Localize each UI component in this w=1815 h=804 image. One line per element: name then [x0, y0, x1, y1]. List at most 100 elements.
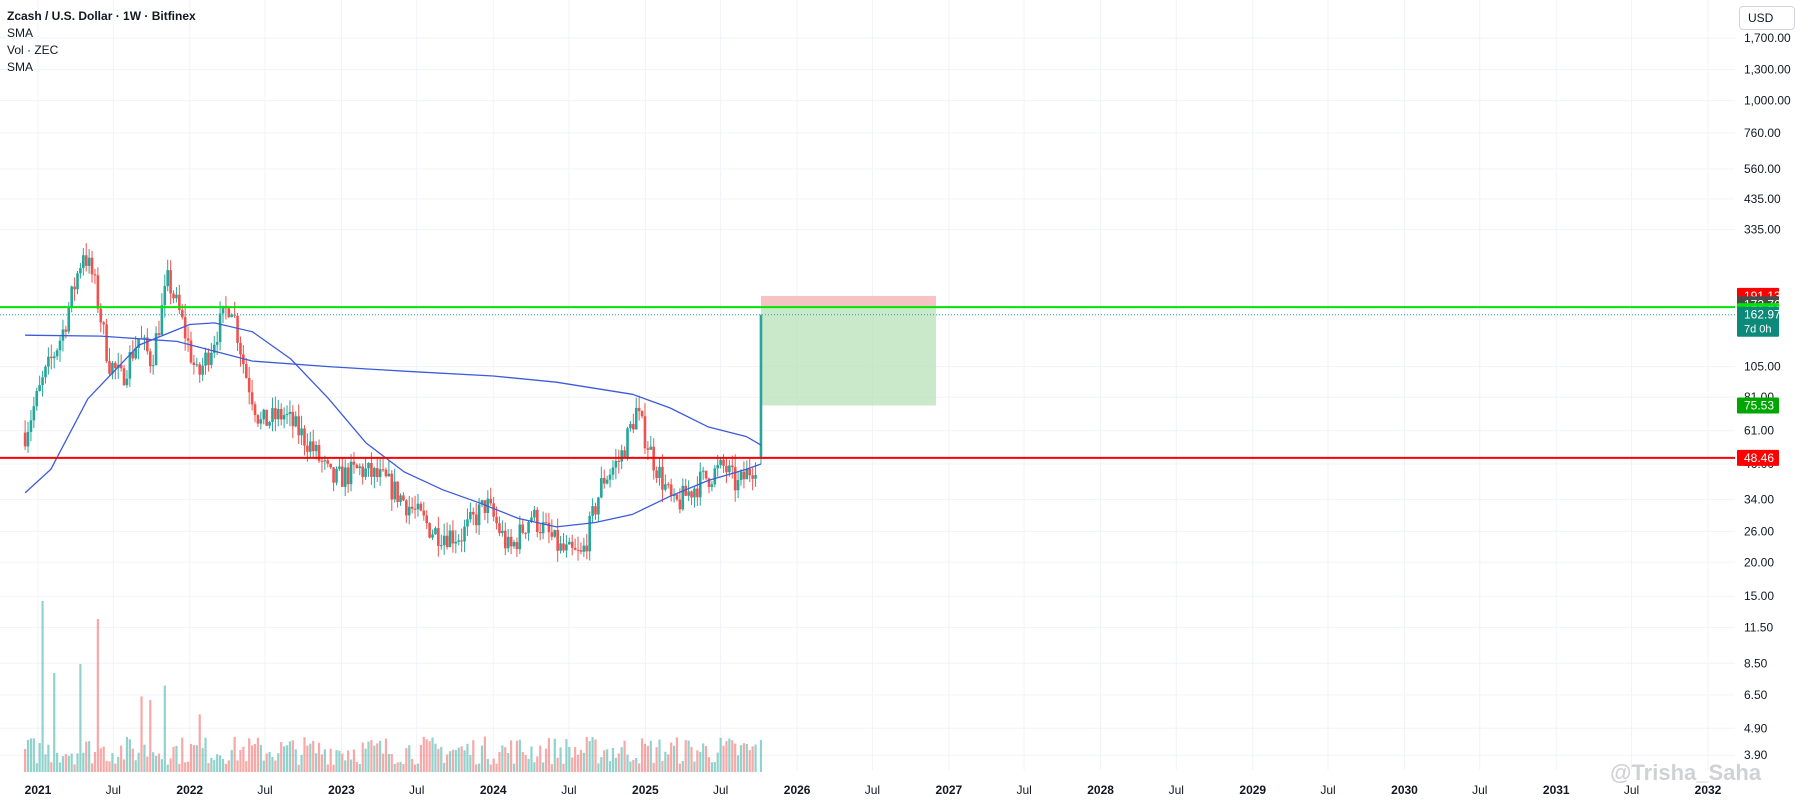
candle-body — [55, 350, 59, 357]
volume-bar — [597, 763, 600, 772]
candle-body — [201, 365, 204, 375]
candle-body — [547, 522, 551, 533]
volume-bar — [501, 745, 504, 772]
volume-bar — [154, 755, 158, 772]
candle-body — [38, 385, 41, 391]
candle-body — [47, 356, 50, 367]
candle-body — [565, 544, 568, 551]
volume-bar — [591, 737, 594, 772]
candle-body — [285, 413, 289, 416]
candle-body — [602, 477, 606, 484]
candle-body — [466, 519, 469, 527]
position-zones[interactable] — [760, 295, 936, 406]
candle-body — [218, 313, 222, 343]
volume-bar — [477, 763, 481, 772]
candle-body — [629, 424, 632, 429]
sma-fast-line — [24, 322, 762, 528]
volume-bar — [518, 739, 521, 772]
volume-bar — [355, 761, 358, 772]
volume-bar — [399, 761, 402, 772]
volume-bar — [146, 756, 149, 772]
candle-body — [317, 444, 321, 461]
volume-bar — [143, 744, 146, 772]
candle-body — [102, 322, 105, 325]
volume-bar — [210, 757, 213, 772]
candle-body — [212, 344, 216, 353]
volume-bar — [408, 745, 411, 772]
y-tick-label: 3.90 — [1744, 748, 1768, 762]
volume-bar — [603, 750, 606, 772]
volume-bar — [120, 745, 123, 772]
volume-bar — [696, 750, 699, 772]
candle-body — [163, 286, 167, 306]
candle-body — [492, 503, 495, 517]
volume-bar — [652, 762, 655, 772]
x-tick-label: 2032 — [1695, 783, 1722, 797]
candle-body — [244, 364, 248, 378]
candle-body — [375, 468, 379, 478]
candle-body — [52, 356, 56, 359]
y-tick-label: 15.00 — [1744, 589, 1774, 603]
candle-body — [483, 500, 487, 513]
volume-bar — [568, 746, 571, 772]
candle-body — [754, 475, 757, 479]
volume-bar — [317, 742, 321, 772]
legend-sma[interactable]: SMA — [7, 26, 34, 40]
price-label-box — [1737, 449, 1779, 466]
candle-body — [87, 257, 91, 266]
candle-body — [125, 378, 129, 386]
volume-bar — [280, 742, 283, 772]
candle-body — [58, 340, 62, 351]
volume-bar — [480, 745, 484, 772]
volume-bar — [416, 763, 420, 772]
candle-body — [658, 466, 661, 479]
volume-bar — [262, 760, 265, 772]
candle-body — [396, 481, 399, 502]
horizontal-lines[interactable] — [0, 306, 1735, 459]
candle-body — [530, 517, 533, 523]
legend-sma-2[interactable]: SMA — [7, 60, 34, 74]
candle-body — [498, 523, 501, 534]
volume-bar — [376, 743, 379, 772]
symbol-title[interactable]: Zcash / U.S. Dollar · 1W · Bitfinex — [7, 9, 196, 23]
volume-bar — [53, 673, 56, 772]
candle-body — [239, 342, 242, 355]
candle-body — [82, 255, 85, 269]
volume-bar — [122, 759, 126, 772]
candle-body — [326, 460, 330, 464]
volume-bar — [303, 737, 306, 772]
x-tick-label: Jul — [1472, 783, 1487, 797]
candle-body — [381, 469, 385, 471]
y-tick-label: 6.50 — [1744, 688, 1768, 702]
volume-bar — [242, 746, 245, 772]
volume-bar — [498, 751, 501, 772]
price-axis[interactable]: 1,700.00 1,300.00 1,000.00 760.00 560.00 435.… — [1744, 31, 1791, 762]
volume-bar — [466, 743, 469, 772]
candle-body — [274, 408, 277, 420]
volume-bar — [576, 754, 580, 772]
candle-body — [26, 431, 30, 447]
volume-bar — [186, 761, 190, 772]
volume-bar — [716, 752, 719, 772]
currency-selector[interactable]: USD — [1739, 6, 1795, 30]
candle-body — [204, 352, 207, 366]
x-tick-label: 2025 — [632, 783, 659, 797]
volume-bar — [294, 749, 297, 772]
y-tick-label: 20.00 — [1744, 555, 1774, 569]
volume-bar — [67, 755, 70, 772]
volume-bar — [472, 740, 475, 772]
candle-body — [131, 352, 135, 359]
volume-bar — [713, 762, 716, 772]
volume-bar — [178, 763, 181, 772]
legend-volume[interactable]: Vol · ZEC — [7, 43, 59, 57]
candle-body — [23, 432, 27, 447]
volume-bar — [64, 754, 67, 772]
time-axis[interactable]: 2021 Jul 2022 Jul 2023 Jul 2024 Jul 2025 Jul 2026 J… — [25, 783, 1722, 797]
volume-bar — [751, 746, 754, 772]
volume-bar — [140, 696, 143, 772]
volume-bar — [111, 753, 114, 772]
volume-bar — [344, 760, 347, 772]
candle-body — [358, 466, 362, 469]
volume-bar — [285, 745, 289, 772]
